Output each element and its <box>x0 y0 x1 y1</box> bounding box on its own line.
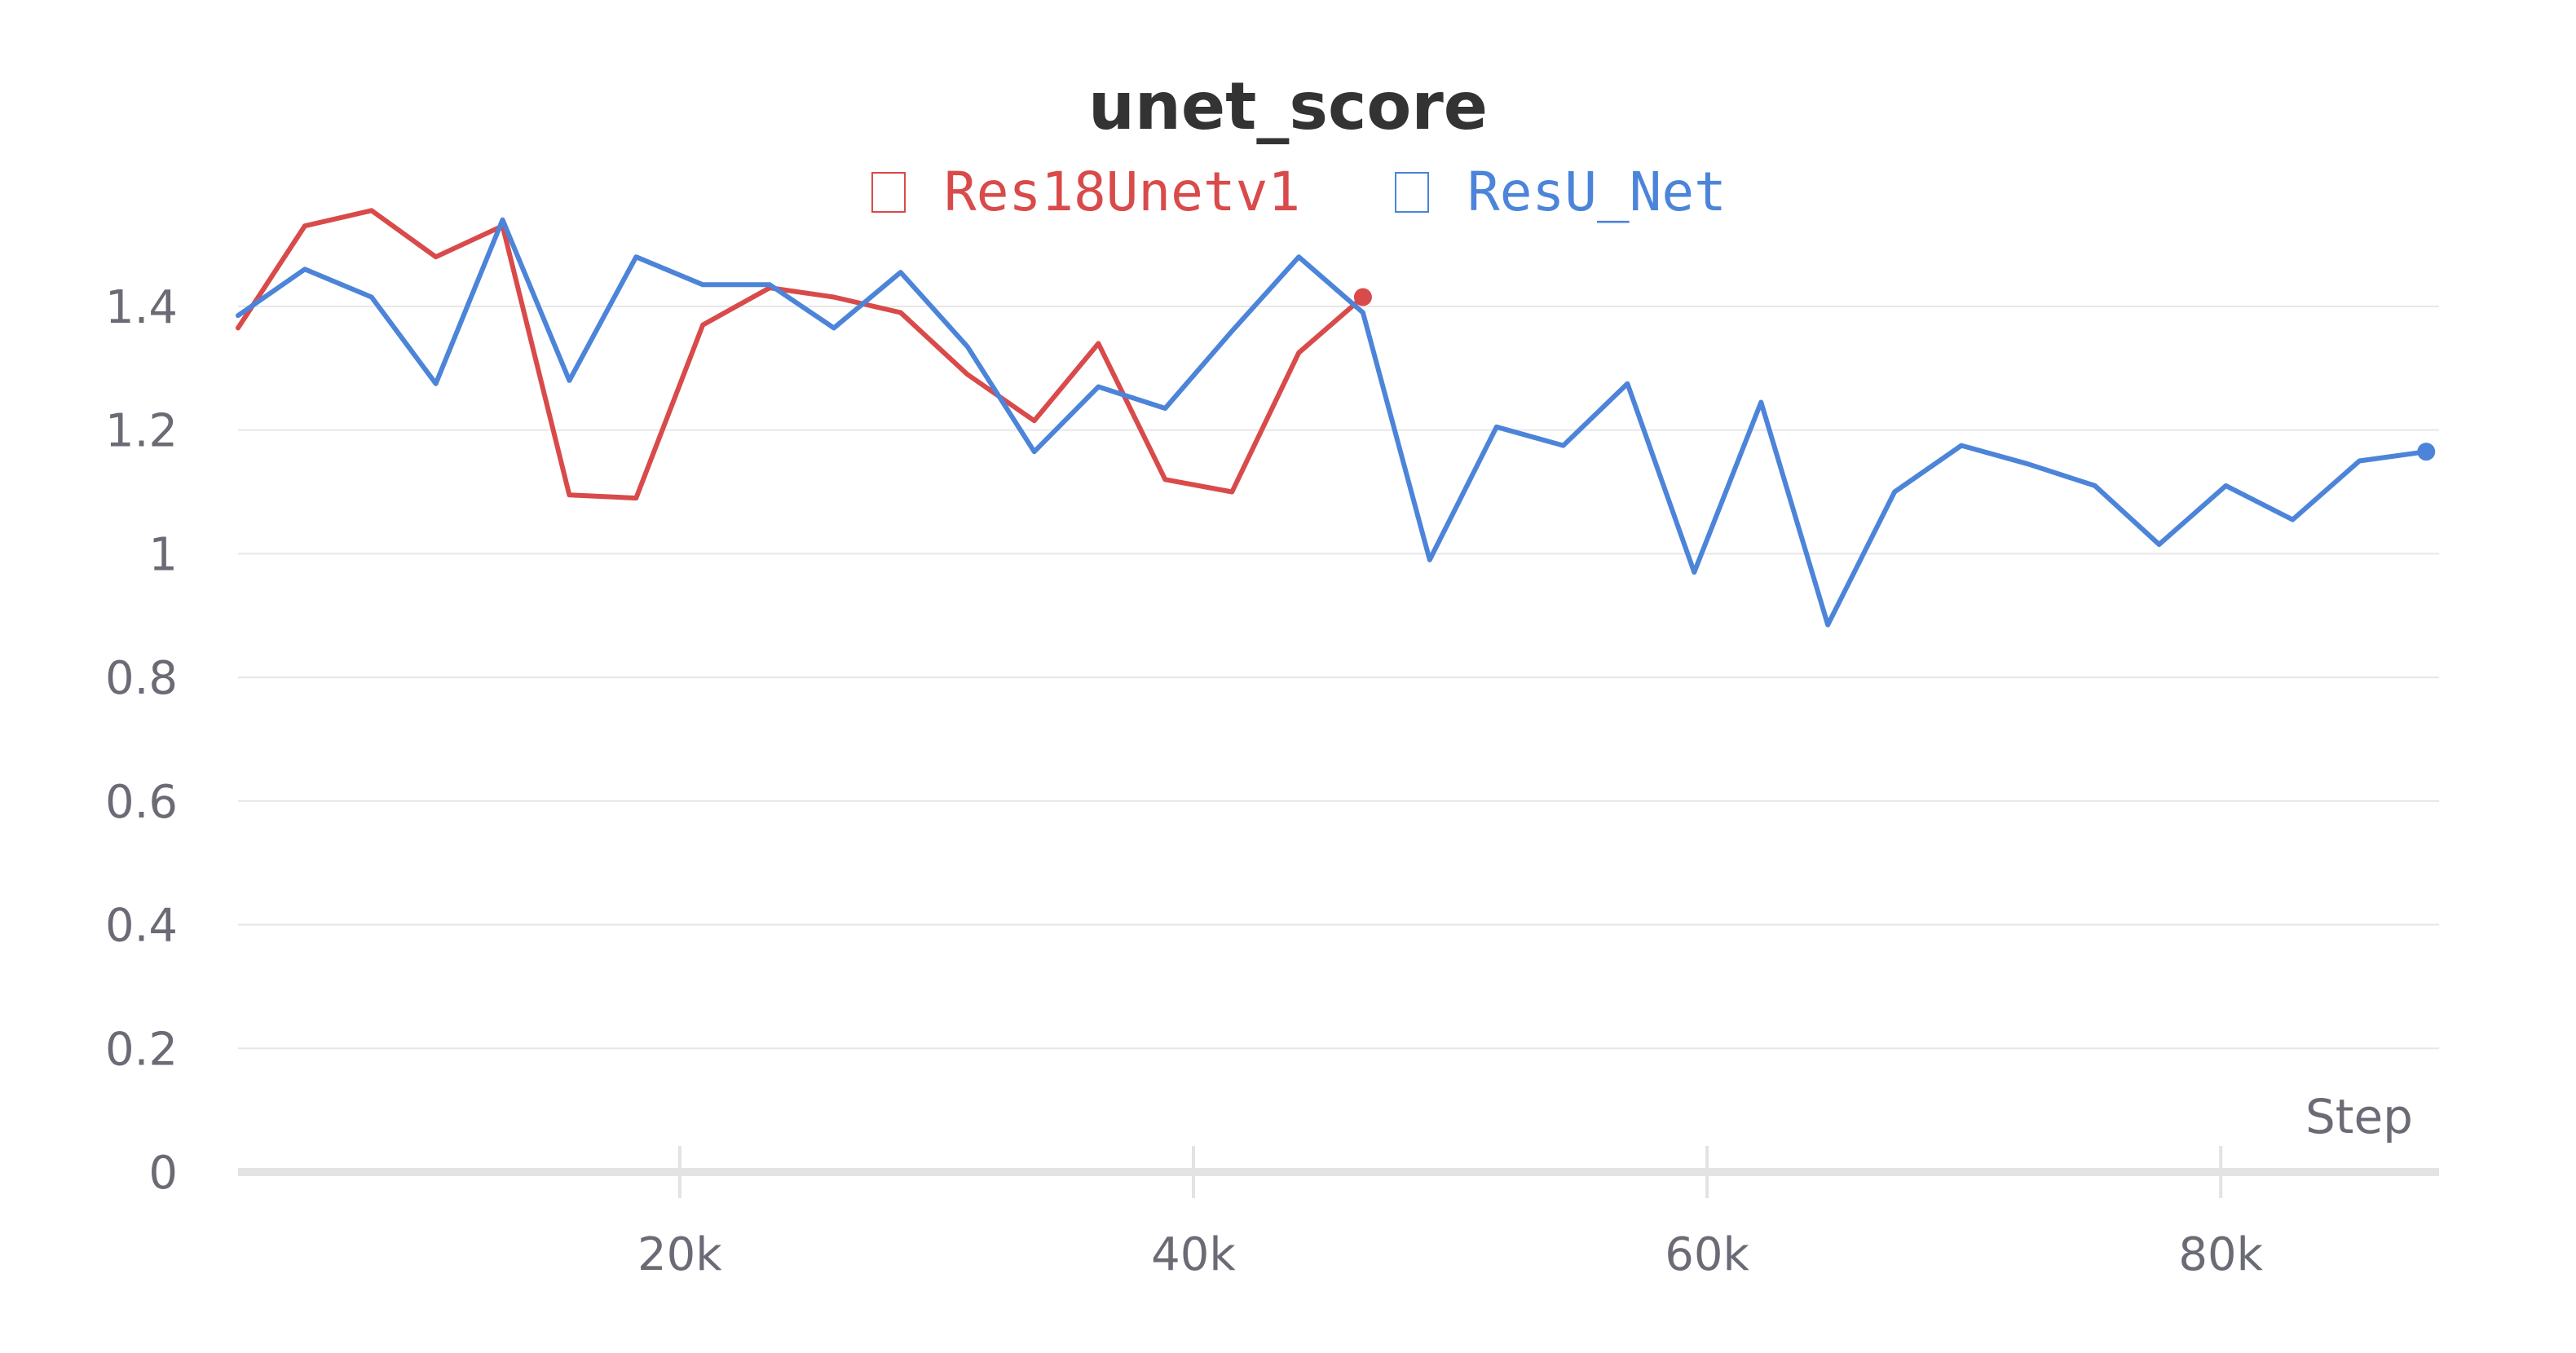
y-tick-label-2: 0.4 <box>105 900 178 953</box>
y-tick-label-0: 0 <box>148 1147 178 1200</box>
series-end-marker-res18unetv1[interactable] <box>1353 288 1372 306</box>
legend-swatch-res18unetv1 <box>871 172 906 213</box>
y-axis: 0 0.2 0.4 0.6 0.8 1 1.2 1.4 <box>105 281 178 1200</box>
series-res18unetv1 <box>236 208 1372 501</box>
x-tick-label-2: 60k <box>1665 1228 1749 1281</box>
series-resu-net <box>236 217 2436 628</box>
y-tick-label-7: 1.4 <box>105 281 178 334</box>
y-tick-label-5: 1 <box>148 528 178 581</box>
y-tick-label-1: 0.2 <box>105 1023 178 1076</box>
legend-item-resu-net[interactable]: ResU_Net <box>1395 161 1727 223</box>
grid-lines <box>238 305 2439 1050</box>
chart-title: unet_score <box>1088 68 1488 144</box>
x-tick-label-1: 40k <box>1151 1228 1236 1281</box>
series-line-resu-net[interactable] <box>236 217 2429 628</box>
y-tick-label-6: 1.2 <box>105 405 178 458</box>
legend: Res18Unetv1 ResU_Net <box>871 161 1727 223</box>
legend-label-resu-net: ResU_Net <box>1467 161 1727 223</box>
legend-item-res18unetv1[interactable]: Res18Unetv1 <box>871 161 1300 223</box>
y-tick-label-3: 0.6 <box>105 776 178 829</box>
x-axis-label: Step <box>2305 1089 2413 1144</box>
series-end-marker-resu-net[interactable] <box>2417 443 2436 461</box>
x-axis: 20k 40k 60k 80k <box>238 1146 2439 1281</box>
legend-swatch-resu-net <box>1395 172 1429 213</box>
series-layer <box>236 208 2436 628</box>
x-tick-label-0: 20k <box>637 1228 722 1281</box>
legend-label-res18unetv1: Res18Unetv1 <box>944 161 1300 223</box>
series-line-res18unetv1[interactable] <box>236 208 1365 501</box>
y-tick-label-4: 0.8 <box>105 652 178 705</box>
x-tick-label-3: 80k <box>2178 1228 2263 1281</box>
